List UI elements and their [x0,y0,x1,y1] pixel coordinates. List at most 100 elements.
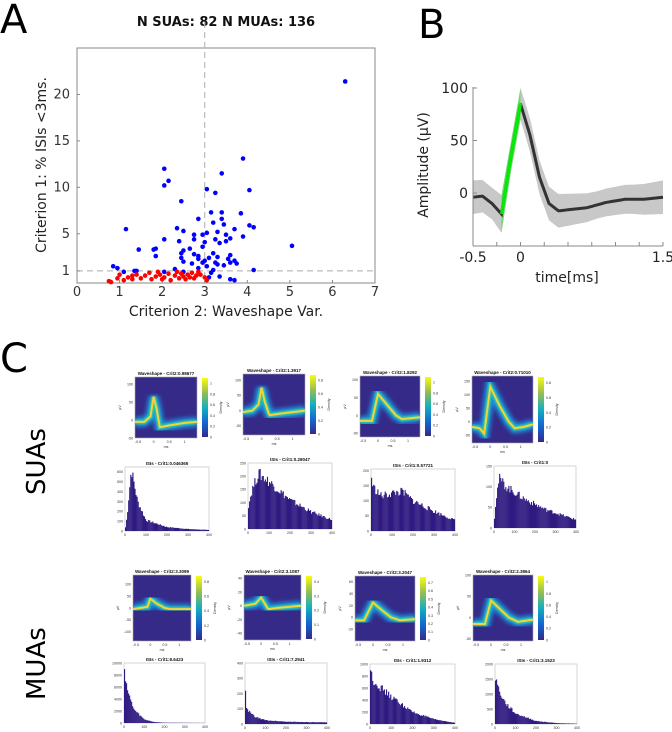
histogram-bar [273,486,275,529]
histogram-bar [563,723,565,724]
histogram-bar [406,494,408,531]
histogram-bar [560,723,562,724]
histogram-bar [517,492,519,528]
histogram-bar [127,690,129,723]
histogram-bar [140,510,142,531]
y-tick-label: -50 [353,432,358,436]
histogram-bar [195,529,197,531]
histogram-bar [560,514,562,528]
histogram-bar [254,478,256,529]
isi-histogram: ISIs - Crit1:7.2941 0 100 200 300 400 0 100 200 3… [237,657,330,730]
histogram-bar [396,699,398,724]
colorbar-tick-label: 0.8 [204,580,209,584]
heatmap-density [244,589,301,615]
colorbar-tick-label: 0.7 [428,581,433,585]
histogram-bar [414,713,416,724]
colorbar-tick-label: 0 [204,638,206,642]
x-tick-label: -0.5 [244,642,250,646]
x-tick-label: -0.5 [472,445,478,449]
x-tick-label: -0.5 [135,440,141,444]
histogram-bar [278,492,280,529]
x-tick-label: 0 [260,642,262,646]
histogram-bar [128,500,130,531]
histogram-bar [199,529,201,531]
scatter-point-sua [159,276,165,282]
histogram-bar [382,690,384,724]
histogram-bar [142,717,144,723]
scatter-point-mua [179,255,184,261]
histogram-bar [566,723,568,724]
histogram-bar [127,512,129,531]
y-axis-label: µV [455,407,459,412]
histogram-bar [141,716,143,723]
histogram-bar [502,478,504,528]
x-tick-label: 0 [124,533,126,537]
scatter-point-mua [227,252,233,258]
histogram-bar [275,721,277,724]
scatter-point-mua [161,269,167,275]
scatter-point-mua [123,226,129,232]
histogram-bar [565,515,567,528]
colorbar-label: Density [219,401,223,413]
colorbar-tick-label: 0 [210,435,212,439]
histogram-bar [318,722,320,724]
histogram-bar [167,527,169,531]
histogram-bar [317,722,319,724]
histogram-bar [189,529,191,531]
histogram-bar [392,699,394,724]
subplot-title: ISIs - Crit1:0 [522,460,549,465]
histogram-bar [500,695,502,724]
colorbar-tick-label: 0.8 [318,379,323,383]
plot-frame [76,47,376,284]
waveshape-heatmap: Waveshape - Crit2:1.3917 -0.5 0 0.5 1 -50 0 50 1… [226,368,331,446]
isi-histogram: ISIs - Crit1:0.046365 0 100 200 300 400 0 100 20… [117,461,212,537]
x-tick-label: 0 [149,643,151,647]
x-tick-label: 200 [287,531,293,535]
y-axis-label: µV [118,405,122,410]
y-tick-label: 150 [363,484,369,488]
histogram-bar [446,517,448,531]
histogram-bar [153,722,155,723]
histogram-bar [321,517,323,529]
histogram-bar [387,695,389,724]
scatter-point-mua [225,256,231,262]
x-tick-label: 2 [158,285,166,300]
histogram-bar [548,722,550,724]
histogram-bar [439,720,441,724]
histogram-bar [502,698,504,724]
histogram-bar [552,513,554,528]
y-tick-label: 100 [240,501,246,505]
histogram-bar [171,527,173,531]
histogram-bar [283,721,286,724]
x-tick-label: 400 [329,531,335,535]
heatmap-density [133,590,191,615]
histogram-bar [139,715,141,723]
histogram-bar [503,481,505,528]
histogram-bar [411,499,414,531]
histogram-bar [261,476,263,529]
colorbar-tick-label: 0.8 [210,392,215,396]
scatter-point-mua [219,210,225,215]
histogram-bar [176,528,178,531]
histogram-bar [555,513,557,528]
x-axis-label: time[ms] [535,270,599,286]
x-tick-label: 400 [452,726,458,730]
histogram-bar [302,506,304,529]
scatter-point-mua [181,259,186,264]
scatter-point-sua [149,276,154,282]
subplot-title: Waveshape - Crit2:3.2047 [358,570,413,575]
x-tick-label: 0 [153,440,155,444]
scatter-point-mua [232,277,237,283]
colorbar [306,576,312,639]
histogram-bar [131,701,133,723]
histogram-bar [521,715,523,724]
histogram-bar [169,527,171,531]
histogram-bar [409,709,411,724]
histogram-bar [394,492,396,531]
histogram-bar [441,514,443,531]
histogram-bar [427,716,429,724]
histogram-bar [134,709,136,723]
y-tick-label: 50 [467,595,471,599]
y-tick-label: 0 [120,721,122,725]
histogram-bar [523,498,525,528]
